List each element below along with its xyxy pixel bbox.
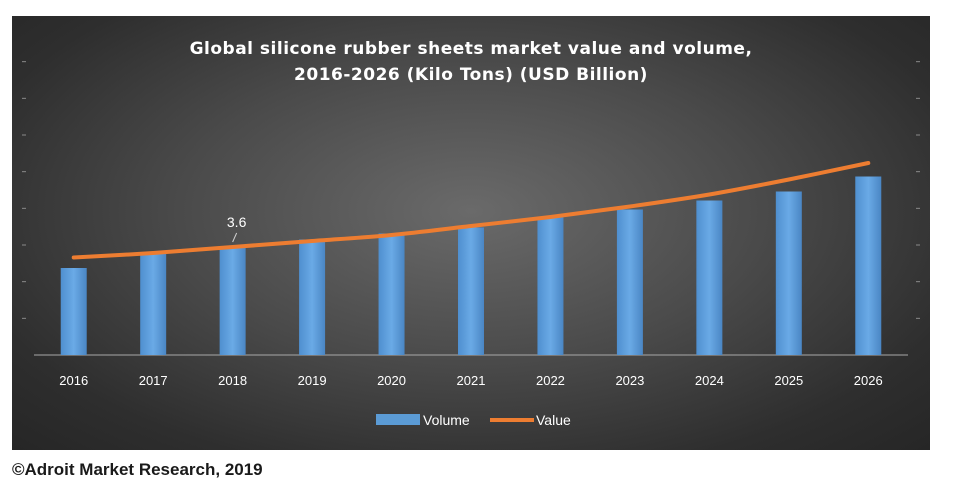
x-tick-label-2018: 2018 [218,373,247,388]
data-label-2018: 3.6 [227,214,247,230]
x-tick-label-2025: 2025 [774,373,803,388]
x-tick-label-2021: 2021 [457,373,486,388]
x-tick-label-2019: 2019 [298,373,327,388]
footer-credit: ©Adroit Market Research, 2019 [12,460,263,479]
chart-title: Global silicone rubber sheets market val… [12,36,930,88]
x-tick-label-2017: 2017 [139,373,168,388]
bar-volume-2016 [60,268,87,355]
x-tick-label-2022: 2022 [536,373,565,388]
bar-volume-2025 [775,191,802,355]
chart-subtitle: 2016-2026 (Kilo Tons) (USD Billion) [294,65,648,85]
x-tick-label-2023: 2023 [615,373,644,388]
x-tick-label-2020: 2020 [377,373,406,388]
bar-volume-2026 [855,176,882,355]
legend-volume-label: Volume [423,412,470,428]
bar-volume-2018 [219,247,246,355]
legend-volume-swatch [376,414,420,425]
bar-volume-2023 [616,209,643,355]
bar-volume-2017 [140,253,167,355]
legend: Volume Value [376,412,571,428]
legend-value-label: Value [536,412,571,428]
bar-volume-2022 [537,217,564,355]
chart-panel: Global silicone rubber sheets market val… [12,16,930,450]
x-tick-label-2026: 2026 [854,373,883,388]
bar-volume-2020 [378,233,405,355]
data-label-leader [232,232,238,243]
bar-volume-2019 [299,239,326,355]
bar-volume-2021 [458,227,484,355]
x-tick-label-2016: 2016 [59,373,88,388]
chart-title-line1: Global silicone rubber sheets market val… [189,39,753,59]
x-tick-label-2024: 2024 [695,373,724,388]
bar-volume-2024 [696,200,723,355]
chart-svg: 2016 2017 2018 2019 2020 2021 2022 2023 2024 2025… [22,61,920,428]
